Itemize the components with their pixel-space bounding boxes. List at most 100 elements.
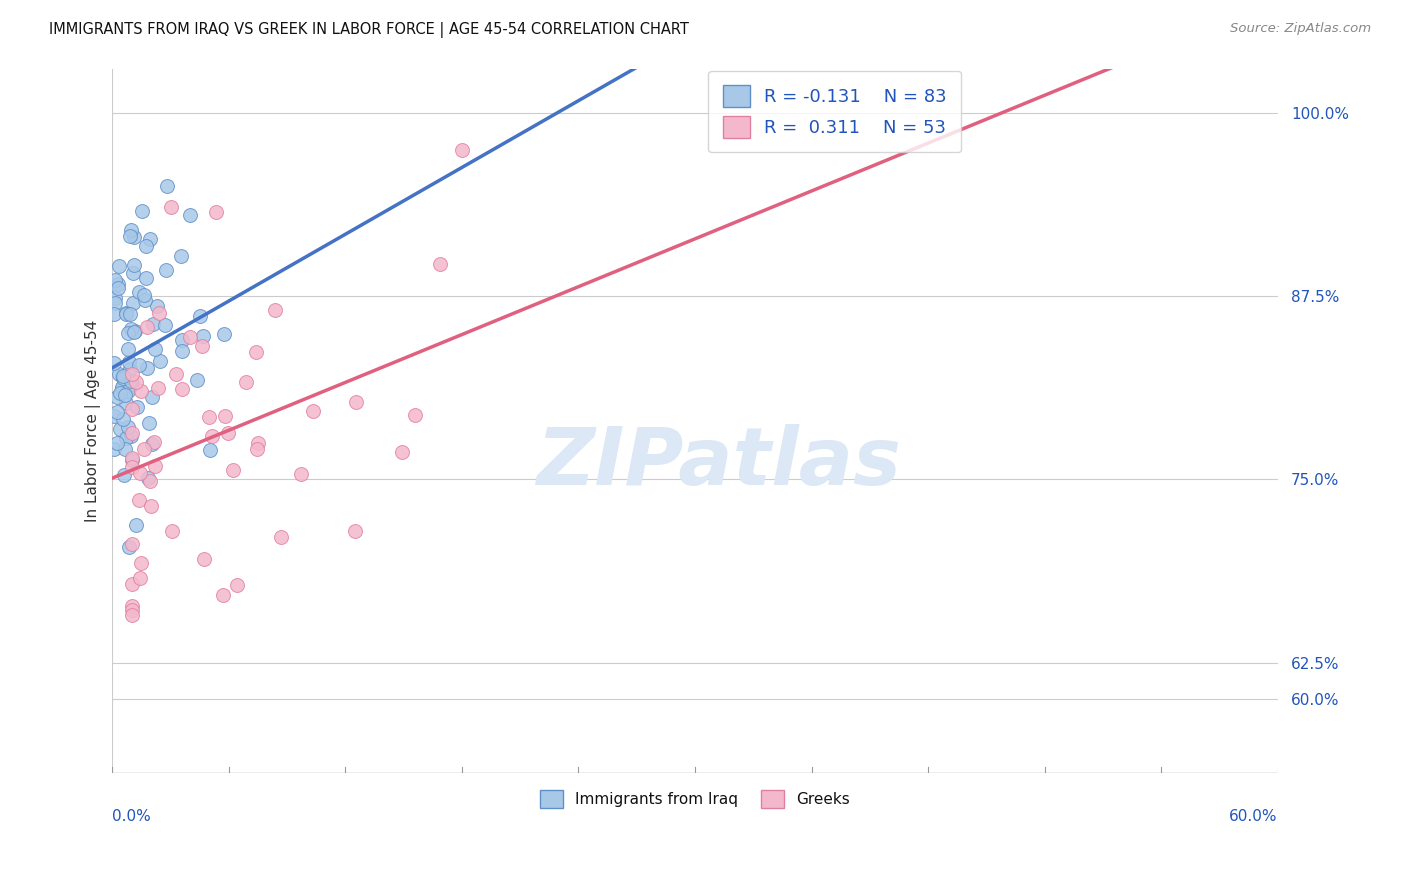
Point <box>429 257 451 271</box>
Point <box>111 369 134 384</box>
Point <box>343 524 366 538</box>
Point <box>103 356 125 370</box>
Point <box>179 330 201 344</box>
Point <box>108 422 131 436</box>
Point <box>121 599 143 613</box>
Point <box>117 355 139 369</box>
Point <box>165 368 187 382</box>
Text: Source: ZipAtlas.com: Source: ZipAtlas.com <box>1230 22 1371 36</box>
Point <box>121 266 143 280</box>
Point <box>114 306 136 320</box>
Point <box>118 540 141 554</box>
Point <box>129 384 152 398</box>
Point <box>225 578 247 592</box>
Text: ZIPatlas: ZIPatlas <box>536 424 901 502</box>
Point <box>120 429 142 443</box>
Point <box>125 375 148 389</box>
Point <box>193 552 215 566</box>
Point <box>112 468 135 483</box>
Point <box>112 370 135 384</box>
Point <box>115 431 138 445</box>
Point <box>139 474 162 488</box>
Text: 0.0%: 0.0% <box>112 809 152 824</box>
Point <box>111 380 134 394</box>
Point <box>118 228 141 243</box>
Point <box>104 291 127 305</box>
Point <box>246 442 269 456</box>
Point <box>132 442 155 457</box>
Point <box>121 453 143 467</box>
Point <box>114 388 136 402</box>
Point <box>146 382 169 396</box>
Point <box>141 390 163 404</box>
Point <box>117 326 139 340</box>
Point <box>212 326 235 341</box>
Point <box>191 338 214 352</box>
Point <box>103 307 125 321</box>
Point <box>136 361 159 376</box>
Point <box>290 467 312 481</box>
Point <box>212 588 235 602</box>
Point <box>214 409 236 424</box>
Point <box>191 328 214 343</box>
Point <box>247 436 270 450</box>
Point <box>121 537 143 551</box>
Point <box>104 273 127 287</box>
Point <box>139 499 162 513</box>
Point <box>135 271 157 285</box>
Point <box>120 322 142 336</box>
Point <box>129 571 152 585</box>
Point <box>121 367 143 381</box>
Point <box>198 443 221 458</box>
Point <box>264 303 287 318</box>
Point <box>120 306 142 320</box>
Point <box>114 442 136 456</box>
Point <box>121 296 143 310</box>
Point <box>121 459 143 474</box>
Point <box>121 576 143 591</box>
Point <box>111 382 134 396</box>
Point <box>104 296 127 310</box>
Point <box>142 317 165 331</box>
Point <box>118 361 141 376</box>
Point <box>121 402 143 417</box>
Point <box>110 368 132 383</box>
Point <box>121 608 143 623</box>
Point <box>170 383 193 397</box>
Point <box>112 412 135 426</box>
Point <box>112 379 135 393</box>
Point <box>124 518 146 533</box>
Point <box>139 232 162 246</box>
Point <box>115 307 138 321</box>
Point <box>145 299 167 313</box>
Point <box>128 285 150 299</box>
Point <box>205 205 228 219</box>
Point <box>404 408 426 422</box>
Point <box>170 249 193 263</box>
Point <box>129 556 152 570</box>
Point <box>128 493 150 508</box>
Point <box>120 375 142 389</box>
Point <box>105 390 128 404</box>
Point <box>122 230 145 244</box>
Point <box>156 178 179 193</box>
Legend: Immigrants from Iraq, Greeks: Immigrants from Iraq, Greeks <box>534 783 856 814</box>
Point <box>122 325 145 339</box>
Point <box>132 288 155 302</box>
Point <box>160 200 183 214</box>
Point <box>121 603 143 617</box>
Point <box>121 451 143 466</box>
Point <box>128 466 150 480</box>
Y-axis label: In Labor Force | Age 45-54: In Labor Force | Age 45-54 <box>86 319 101 522</box>
Point <box>105 405 128 419</box>
Point <box>134 293 156 307</box>
Point <box>108 260 131 274</box>
Point <box>172 334 194 348</box>
Point <box>141 437 163 451</box>
Point <box>107 277 129 292</box>
Point <box>179 209 201 223</box>
Point <box>121 376 143 391</box>
Point <box>245 344 267 359</box>
Point <box>148 306 170 320</box>
Point <box>117 420 139 434</box>
